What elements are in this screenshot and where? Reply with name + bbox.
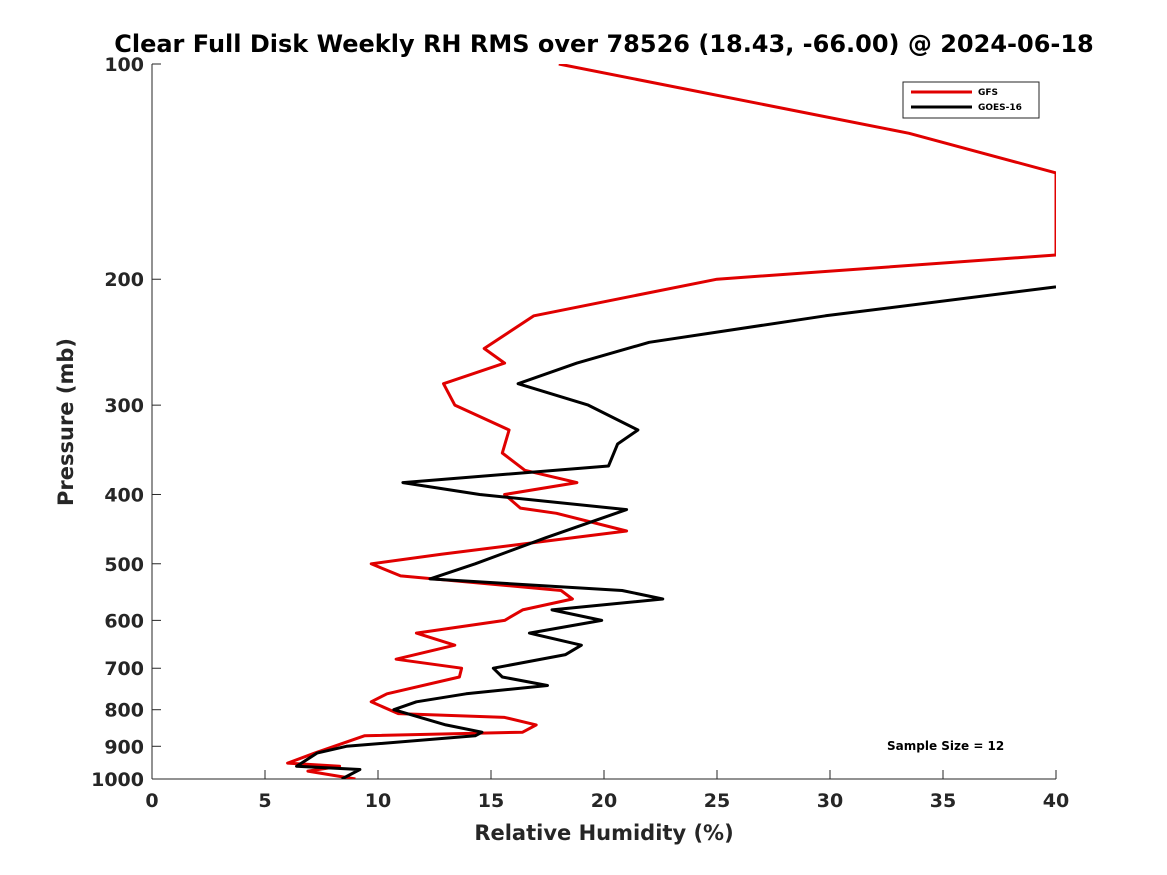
y-tick-label: 200	[104, 269, 144, 291]
series-lines	[286, 64, 1056, 779]
x-axis-label: Relative Humidity (%)	[474, 821, 733, 845]
y-axis-ticks: 100 200 300 400 500 600 700 800 900 1000	[91, 54, 161, 791]
x-tick-label: 25	[704, 790, 730, 812]
x-tick-label: 35	[930, 790, 956, 812]
legend-label-goes-16: GOES-16	[978, 103, 1022, 113]
y-tick-label: 100	[104, 54, 144, 76]
y-tick-label: 700	[104, 658, 144, 680]
y-tick-label: 900	[104, 736, 144, 758]
x-tick-label: 5	[258, 790, 271, 812]
sample-size-annotation: Sample Size = 12	[887, 739, 1004, 753]
plot-area	[151, 64, 1056, 780]
x-tick-label: 20	[591, 790, 617, 812]
x-tick-label: 30	[817, 790, 843, 812]
y-tick-label: 400	[104, 484, 144, 506]
y-tick-label: 1000	[91, 769, 144, 791]
y-axis-label: Pressure (mb)	[54, 338, 78, 506]
x-tick-label: 40	[1043, 790, 1069, 812]
legend-box	[902, 81, 1040, 119]
y-tick-label: 600	[104, 610, 144, 632]
y-tick-label: 500	[104, 554, 144, 576]
x-axis-ticks: 0 5 10 15 20 25 30 35 40	[145, 770, 1069, 812]
legend-label-gfs: GFS	[978, 88, 998, 98]
legend: GFS GOES-16	[902, 81, 1040, 119]
chart-title: Clear Full Disk Weekly RH RMS over 78526…	[114, 30, 1094, 58]
y-tick-label: 800	[104, 700, 144, 722]
x-tick-label: 15	[478, 790, 504, 812]
series-line-gfs	[286, 64, 1056, 779]
x-tick-label: 0	[145, 790, 158, 812]
x-tick-label: 10	[365, 790, 391, 812]
series-line-goes-16	[295, 285, 1056, 779]
y-tick-label: 300	[104, 395, 144, 417]
